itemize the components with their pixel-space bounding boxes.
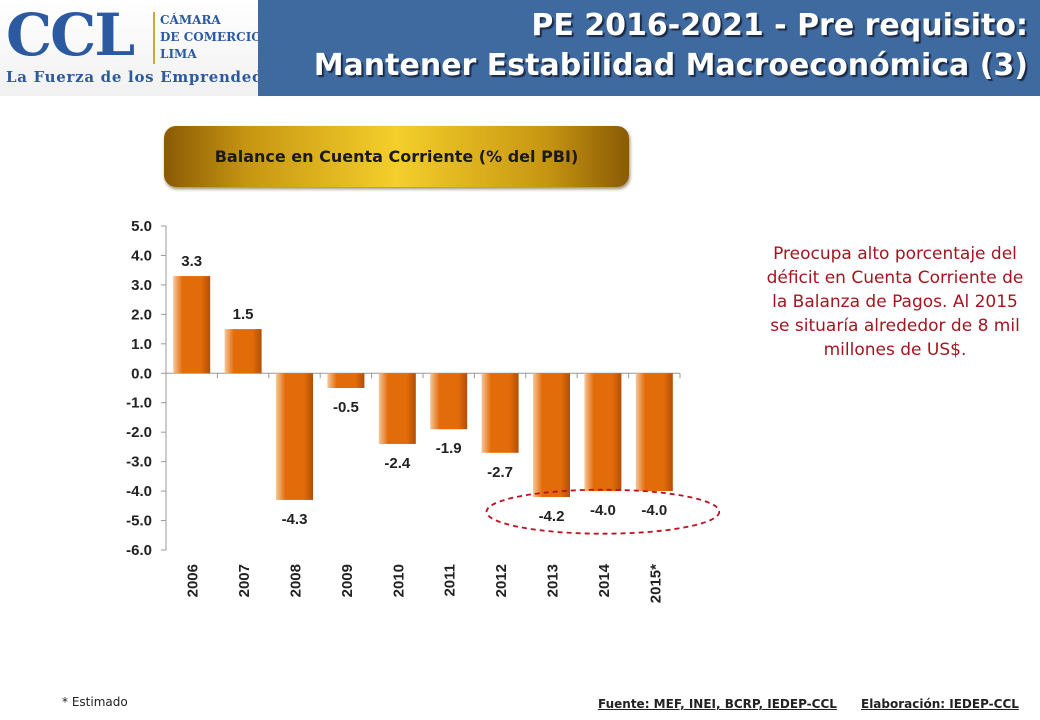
slide-title-line2: Mantener Estabilidad Macroeconómica (3) [313, 48, 1028, 83]
x-tick-label-2006: 2006 [185, 564, 202, 597]
bar-2013 [533, 373, 570, 497]
logo-side-text: CÁMARA DE COMERCIO LIMA [160, 12, 258, 63]
y-tick-label: 0.0 [131, 365, 152, 382]
footnote: * Estimado [62, 695, 128, 709]
x-tick-label-2008: 2008 [288, 564, 305, 597]
y-tick-label: -1.0 [126, 395, 152, 412]
bar-2011 [430, 373, 468, 430]
bar-2010 [378, 373, 416, 444]
logo-side-line: CÁMARA [160, 13, 221, 27]
data-label-2012: -2.7 [487, 464, 513, 481]
logo-tagline: La Fuerza de los Emprendedores [6, 68, 258, 86]
slide-title-line1: PE 2016-2021 - Pre requisito: [531, 8, 1028, 43]
logo-side-line: DE COMERCIO [160, 30, 258, 44]
bar-2015* [635, 373, 673, 492]
x-tick-label-2009: 2009 [339, 564, 356, 597]
highlight-ellipse [485, 488, 720, 535]
x-tick-label-2014: 2014 [596, 563, 613, 597]
bar-2008 [276, 373, 313, 500]
y-tick-label: 1.0 [131, 336, 152, 353]
x-tick-label-2011: 2011 [442, 564, 459, 597]
data-label-2008: -4.3 [282, 511, 308, 528]
x-tick-label-2007: 2007 [236, 564, 253, 597]
bar-2009 [327, 373, 365, 388]
data-label-2011: -1.9 [436, 440, 462, 457]
header-bar: CCL CÁMARA DE COMERCIO LIMA La Fuerza de… [0, 0, 1040, 96]
source-credit: Fuente: MEF, INEI, BCRP, IEDEP-CCL [598, 697, 837, 711]
bar-2014 [584, 373, 622, 492]
logo-divider [153, 12, 155, 64]
y-tick-label: 3.0 [131, 277, 152, 294]
bar-2006 [173, 276, 211, 374]
current-account-bar-chart: 5.0 4.0 3.0 2.0 1.0 0.0 -1.0 -2.0 -3.0 -4.0 -5.0 -6… [126, 218, 720, 603]
logo-side-line: LIMA [160, 47, 197, 61]
bar-2012 [481, 373, 519, 453]
y-tick-label: -5.0 [126, 513, 152, 530]
data-label-2015*: -4.0 [641, 502, 667, 519]
side-note: Preocupa alto porcentaje del déficit en … [766, 244, 1024, 360]
y-tick-label: 4.0 [131, 247, 152, 264]
logo-mark: CCL [6, 1, 135, 69]
data-label-2009: -0.5 [333, 399, 359, 416]
data-label-2010: -2.4 [384, 455, 411, 472]
data-label-2007: 1.5 [233, 306, 254, 323]
y-tick-label: -4.0 [126, 483, 152, 500]
y-tick-label: -2.0 [126, 424, 152, 441]
bar-2007 [224, 329, 262, 374]
x-tick-label-2015*: 2015* [647, 564, 664, 603]
y-tick-label: -3.0 [126, 454, 152, 471]
data-label-2006: 3.3 [181, 253, 202, 270]
x-tick-label-2012: 2012 [493, 564, 510, 597]
y-tick-label: 5.0 [131, 218, 152, 235]
ccl-logo: CCL CÁMARA DE COMERCIO LIMA La Fuerza de… [0, 0, 258, 96]
data-label-2014: -4.0 [590, 502, 616, 519]
slide-title: PE 2016-2021 - Pre requisito: Mantener E… [314, 6, 1028, 86]
x-tick-label-2013: 2013 [545, 564, 562, 597]
y-tick-label: -6.0 [126, 542, 152, 559]
chart-title: Balance en Cuenta Corriente (% del PBI) [214, 147, 579, 166]
x-tick-label-2010: 2010 [390, 564, 407, 597]
data-label-2013: -4.2 [539, 508, 565, 525]
elaboration-credit: Elaboración: IEDEP-CCL [861, 697, 1019, 711]
chart-title-banner: Balance en Cuenta Corriente (% del PBI) [164, 126, 629, 187]
y-tick-label: 2.0 [131, 306, 152, 323]
